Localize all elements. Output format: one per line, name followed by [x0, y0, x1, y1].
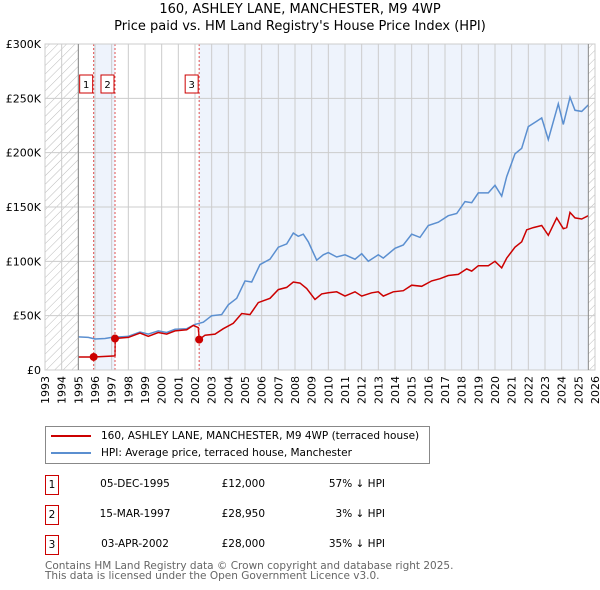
price-chart: 1 2 3 1993 1994 1995 1996 1997 1998 1999 2000 2001…: [6, 38, 600, 404]
x-tick-label: 1994: [56, 376, 69, 404]
x-tick-label: 2000: [156, 376, 169, 404]
x-tick-label: 2002: [189, 376, 202, 404]
transaction-price: £28,000: [221, 538, 265, 550]
property-price-line: [78, 210, 589, 358]
x-tick-label: 2022: [522, 376, 535, 404]
sale-label: 3: [188, 80, 194, 91]
x-tick-label: 2026: [589, 376, 600, 404]
transaction-hpi: 35% ↓ HPI: [328, 538, 385, 550]
chart-subtitle: Price paid vs. HM Land Registry's House …: [114, 19, 486, 34]
x-tick-label: 2008: [289, 376, 302, 404]
x-tick-label: 2021: [506, 376, 519, 404]
x-tick-label: 2019: [472, 376, 485, 404]
footer-copyright: Contains HM Land Registry data © Crown c…: [45, 560, 454, 572]
x-tick-label: 2016: [422, 376, 435, 404]
y-tick-label: £0: [27, 364, 41, 377]
legend-item-hpi: HPI: Average price, terraced house, Manc…: [51, 445, 352, 461]
transaction-badge: 2: [45, 505, 59, 525]
x-tick-label: 2017: [439, 376, 452, 404]
legend-item-property: 160, ASHLEY LANE, MANCHESTER, M9 4WP (te…: [51, 428, 419, 444]
sale-label-box: [79, 74, 94, 94]
footer-licence: This data is licensed under the Open Gov…: [45, 570, 380, 582]
x-tick-label: 2024: [556, 376, 569, 404]
transaction-hpi: 57% ↓ HPI: [328, 478, 385, 490]
x-tick-label: 2005: [239, 376, 252, 404]
x-tick-label: 1998: [122, 376, 135, 404]
transaction-date: 15-MAR-1997: [99, 508, 171, 520]
x-tick-label: 1993: [39, 376, 52, 404]
x-tick-label: 2013: [372, 376, 385, 404]
transaction-date: 05-DEC-1995: [100, 478, 170, 490]
x-tick-label: 1995: [72, 376, 85, 404]
y-tick-label: £100K: [6, 255, 42, 268]
transaction-hpi: 3% ↓ HPI: [335, 508, 385, 520]
chart-legend: 160, ASHLEY LANE, MANCHESTER, M9 4WP (te…: [45, 426, 430, 464]
sale-point: [111, 334, 119, 343]
x-tick-label: 1999: [139, 376, 152, 404]
x-tick-label: 2001: [172, 376, 185, 404]
legend-label: HPI: Average price, terraced house, Manc…: [101, 447, 352, 459]
x-tick-label: 2020: [489, 376, 502, 404]
transaction-date: 03-APR-2002: [101, 538, 169, 550]
y-tick-label: £250K: [6, 92, 42, 105]
x-tick-label: 2006: [256, 376, 269, 404]
x-tick-label: 2023: [539, 376, 552, 404]
hpi-line: [78, 94, 589, 340]
transaction-price: £28,950: [221, 508, 265, 520]
transaction-price: £12,000: [221, 478, 265, 490]
sale-point: [195, 335, 204, 344]
legend-swatch-red: [51, 435, 91, 437]
legend-label: 160, ASHLEY LANE, MANCHESTER, M9 4WP (te…: [101, 430, 420, 442]
y-tick-label: £150K: [6, 201, 42, 214]
sale-label-box: [100, 74, 115, 94]
x-tick-label: 2011: [339, 376, 352, 404]
x-tick-label: 2010: [322, 376, 335, 404]
x-tick-label: 2025: [572, 376, 585, 404]
sale-label-box: [184, 74, 199, 94]
x-tick-label: 2004: [222, 376, 235, 404]
x-tick-label: 2009: [306, 376, 319, 404]
sale-label: 1: [83, 80, 89, 91]
transaction-badge: 3: [45, 535, 59, 555]
chart-title: 160, ASHLEY LANE, MANCHESTER, M9 4WP: [159, 2, 441, 17]
plot-frame: [44, 43, 596, 371]
legend-swatch-blue: [51, 452, 91, 454]
y-tick-label: £300K: [6, 38, 42, 51]
x-tick-label: 2018: [456, 376, 469, 404]
x-tick-label: 1996: [89, 376, 102, 404]
transaction-row: 2 15-MAR-1997 £28,950 3% ↓ HPI: [45, 505, 445, 525]
transaction-badge: 1: [45, 475, 59, 495]
y-tick-label: £200K: [6, 147, 42, 160]
transaction-row: 1 05-DEC-1995 £12,000 57% ↓ HPI: [45, 475, 445, 495]
y-tick-label: £50K: [13, 310, 42, 323]
x-tick-label: 2015: [406, 376, 419, 404]
x-tick-label: 2012: [356, 376, 369, 404]
x-tick-label: 2014: [389, 376, 402, 404]
x-tick-label: 1997: [106, 376, 119, 404]
transaction-row: 3 03-APR-2002 £28,000 35% ↓ HPI: [45, 535, 445, 555]
x-tick-label: 2003: [206, 376, 219, 404]
sale-label: 2: [104, 80, 110, 91]
sale-point: [89, 352, 98, 361]
x-tick-label: 2007: [272, 376, 285, 404]
